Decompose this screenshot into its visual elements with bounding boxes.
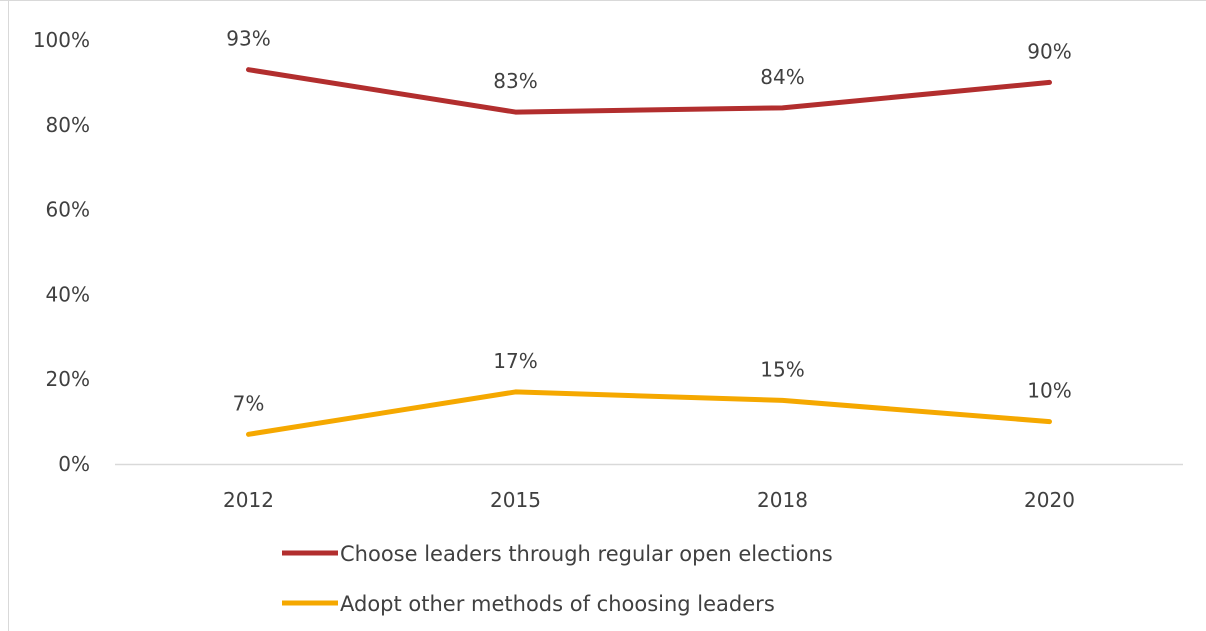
series-layer (248, 70, 1049, 435)
y-axis: 0% 20% 40% 60% 80% 100% (33, 28, 90, 476)
y-tick-label: 40% (46, 282, 90, 306)
legend-label: Adopt other methods of choosing leaders (340, 592, 775, 616)
y-tick-label: 80% (46, 113, 90, 137)
data-label: 93% (226, 27, 270, 51)
data-label: 7% (233, 391, 265, 415)
legend-label: Choose leaders through regular open elec… (340, 542, 833, 566)
x-tick-label: 2012 (223, 488, 274, 512)
data-label: 84% (760, 65, 804, 89)
series-line-1 (249, 70, 1050, 112)
x-tick-label: 2020 (1024, 488, 1075, 512)
x-axis: 2012 2015 2018 2020 (115, 465, 1183, 513)
data-label: 15% (760, 357, 804, 381)
y-tick-label: 100% (33, 28, 90, 52)
series-line-2 (249, 392, 1050, 434)
data-label: 83% (493, 69, 537, 93)
x-tick-label: 2018 (757, 488, 808, 512)
data-label: 17% (493, 349, 537, 373)
data-label: 10% (1027, 379, 1071, 403)
x-tick-label: 2015 (490, 488, 541, 512)
y-tick-label: 20% (46, 367, 90, 391)
data-label: 90% (1027, 39, 1071, 63)
y-tick-label: 0% (58, 452, 90, 476)
y-tick-label: 60% (46, 198, 90, 222)
legend: Choose leaders through regular open elec… (282, 542, 833, 616)
